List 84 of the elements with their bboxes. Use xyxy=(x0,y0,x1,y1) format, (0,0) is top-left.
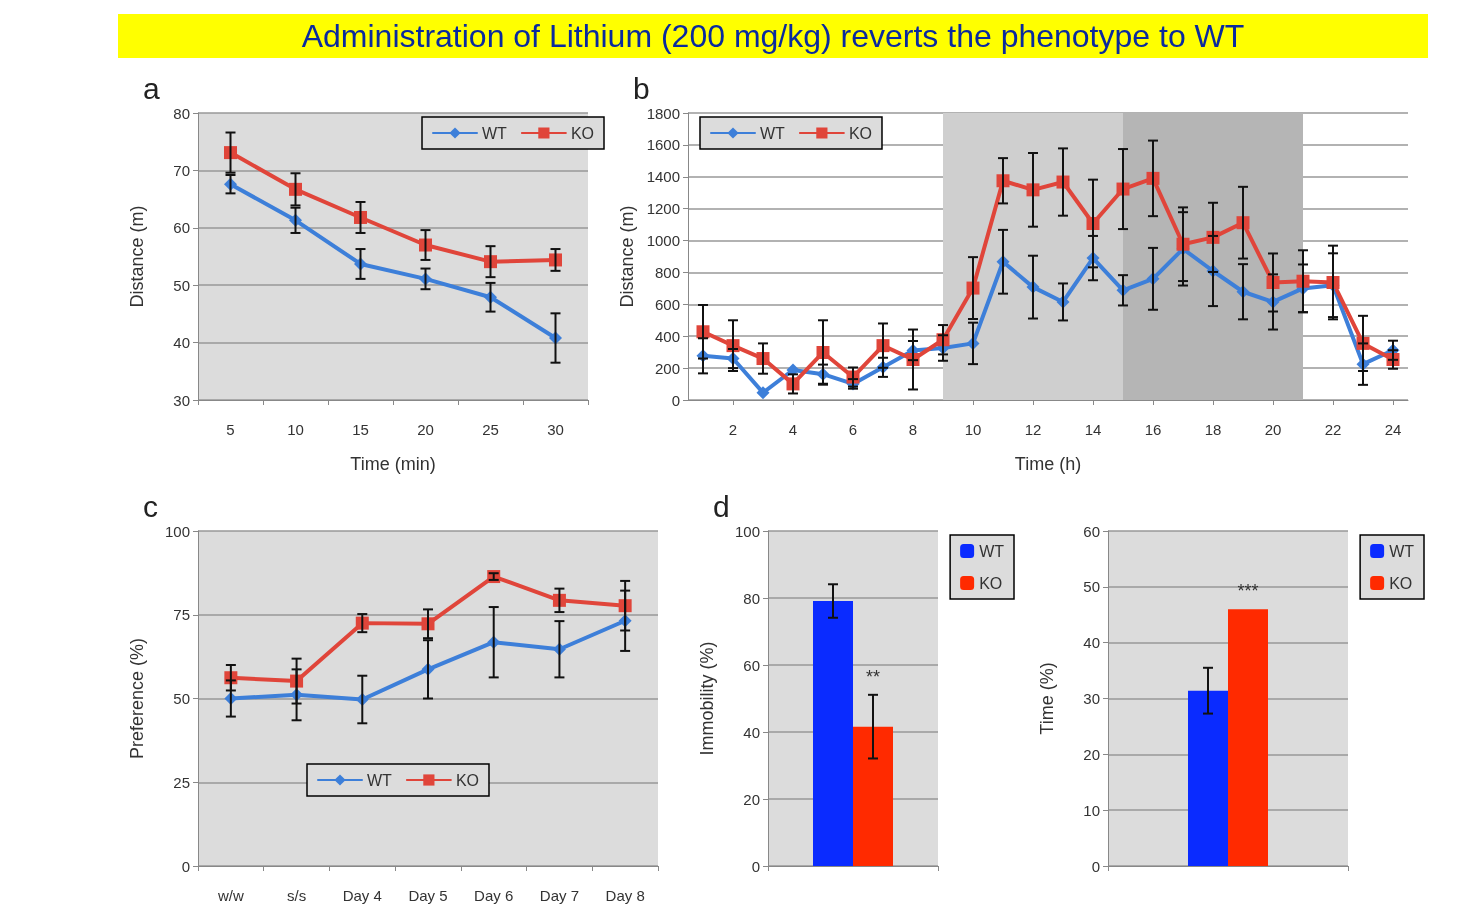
chart-title: d xyxy=(713,489,730,523)
x-tick-label: 2 xyxy=(728,421,738,438)
chart-title: b xyxy=(633,71,650,105)
y-tick-label: 80 xyxy=(743,589,760,607)
x-tick-label: 5 xyxy=(226,421,235,438)
x-tick-label: 14 xyxy=(1084,421,1102,438)
y-tick-label: 75 xyxy=(173,606,190,624)
y-tick-label: 20 xyxy=(743,790,760,808)
y-tick-label: 100 xyxy=(164,522,190,540)
legend-label: KO xyxy=(979,574,1003,592)
x-axis-title: Time (h) xyxy=(1014,454,1082,474)
point xyxy=(756,386,770,400)
y-tick-label: 1600 xyxy=(646,136,680,154)
y-axis-title: Distance (m) xyxy=(127,205,147,308)
legend-label: WT xyxy=(1389,542,1415,560)
y-tick-label: 60 xyxy=(173,219,190,237)
x-tick-label: 10 xyxy=(287,421,304,438)
y-tick-label: 10 xyxy=(1083,801,1100,819)
y-tick-label: 200 xyxy=(654,359,680,377)
x-tick-label: 25 xyxy=(482,421,499,438)
y-tick-label: 600 xyxy=(654,295,680,313)
x-tick-label: 24 xyxy=(1384,421,1402,438)
y-tick-label: 1800 xyxy=(646,104,680,122)
y-tick-label: 0 xyxy=(751,857,760,875)
y-tick-label: 30 xyxy=(1083,690,1100,707)
y-tick-label: 1000 xyxy=(646,232,680,250)
y-tick-label: 25 xyxy=(173,773,190,791)
x-tick-label: 15 xyxy=(352,421,369,438)
legend-label: KO xyxy=(848,124,872,142)
y-axis-title: Distance (m) xyxy=(616,205,637,308)
x-tick-label: 22 xyxy=(1324,421,1342,438)
x-tick-label: 30 xyxy=(547,421,564,438)
x-tick-label: w/w xyxy=(216,887,244,904)
y-tick-label: 100 xyxy=(734,522,760,540)
x-tick-label: 20 xyxy=(417,421,434,438)
x-tick-label: 10 xyxy=(964,421,982,438)
legend-label: KO xyxy=(455,771,479,789)
legend-label: WT xyxy=(979,542,1005,560)
legend-label: KO xyxy=(1389,574,1413,592)
text: Administration of Lithium (200 mg/kg) reverts the phenotype to WT xyxy=(118,14,1428,58)
x-tick-label: Day 5 xyxy=(408,887,448,904)
x-tick-label: 16 xyxy=(1144,421,1162,438)
legend-label: WT xyxy=(482,124,508,142)
y-axis-title: Preference (%) xyxy=(127,637,147,760)
y-axis-title: Immobility (%) xyxy=(697,641,717,756)
x-tick-label: Day 4 xyxy=(342,887,382,904)
x-tick-label: 18 xyxy=(1204,421,1222,438)
y-tick-label: 0 xyxy=(1091,857,1100,875)
y-tick-label: 50 xyxy=(173,690,190,707)
annotation: ** xyxy=(865,666,881,687)
y-tick-label: 30 xyxy=(173,391,190,409)
y-tick-label: 60 xyxy=(1083,522,1100,540)
chart-title: a xyxy=(143,71,160,105)
y-tick-label: 800 xyxy=(654,263,680,281)
x-tick-label: s/s xyxy=(286,887,307,904)
chart-title: c xyxy=(143,489,158,523)
x-tick-label: 4 xyxy=(788,421,798,438)
y-tick-label: 40 xyxy=(743,723,760,741)
y-tick-label: 0 xyxy=(671,391,680,409)
x-tick-label: Day 6 xyxy=(474,887,514,904)
y-tick-label: 1200 xyxy=(646,200,680,218)
y-tick-label: 40 xyxy=(173,334,190,352)
y-tick-label: 20 xyxy=(1083,745,1100,763)
y-tick-label: 50 xyxy=(173,276,190,294)
x-axis-title: Time (min) xyxy=(350,454,436,474)
annotation: *** xyxy=(1237,581,1259,602)
x-tick-label: 6 xyxy=(848,421,858,438)
y-tick-label: 40 xyxy=(1083,634,1100,652)
x-tick-label: Day 8 xyxy=(605,887,645,904)
y-tick-label: 60 xyxy=(743,656,760,674)
x-tick-label: 8 xyxy=(908,421,918,438)
legend-label: KO xyxy=(570,124,595,142)
x-tick-label: Day 7 xyxy=(539,887,580,904)
legend-label: WT xyxy=(760,124,786,142)
y-tick-label: 0 xyxy=(181,857,190,875)
y-tick-label: 1400 xyxy=(646,168,680,186)
legend-label: WT xyxy=(367,771,393,789)
y-axis-title: Time (%) xyxy=(1037,662,1057,735)
x-tick-label: 12 xyxy=(1024,421,1042,438)
y-tick-label: 400 xyxy=(654,327,680,345)
y-tick-label: 50 xyxy=(1083,578,1100,596)
y-tick-label: 80 xyxy=(173,104,190,122)
x-tick-label: 20 xyxy=(1264,421,1282,438)
y-tick-label: 70 xyxy=(173,161,190,179)
